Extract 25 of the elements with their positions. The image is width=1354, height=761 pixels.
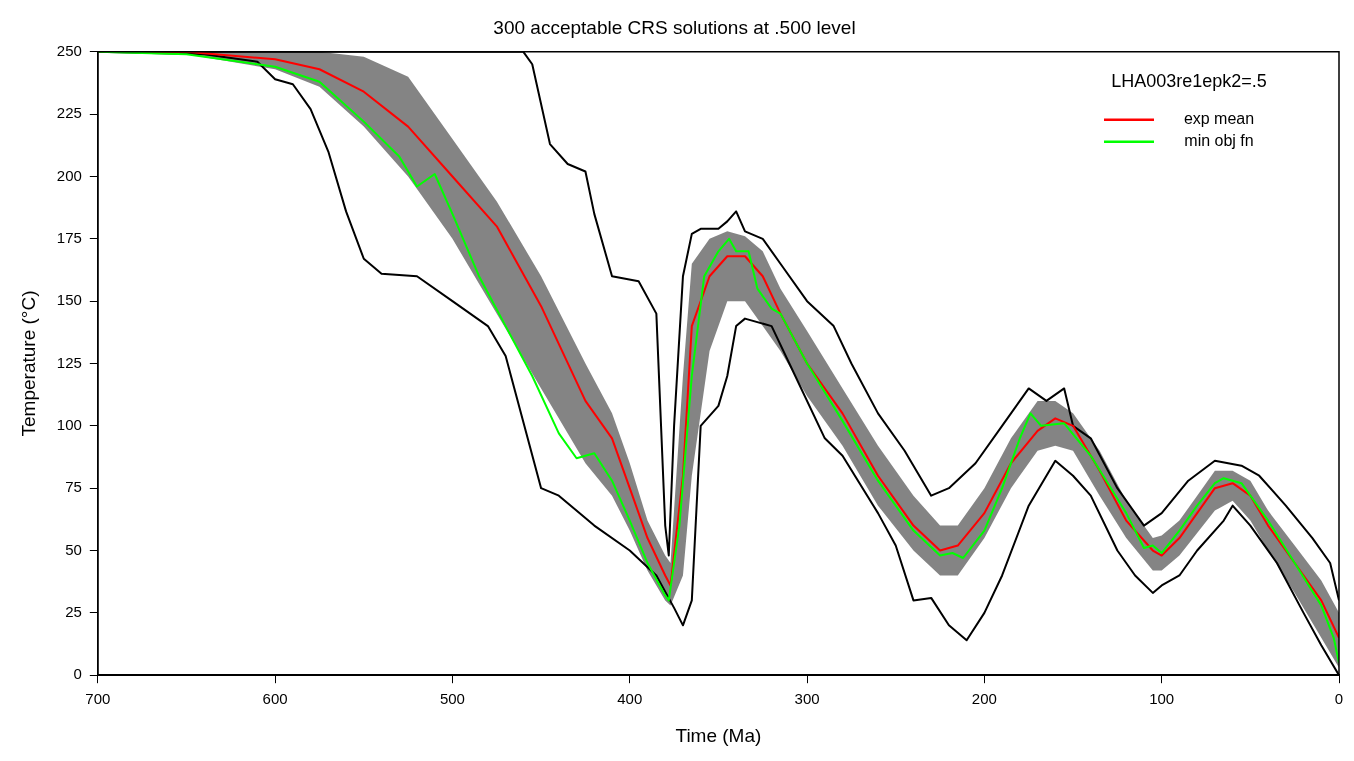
- y-axis-title: Temperature (°C): [17, 290, 39, 437]
- x-tick-label: 500: [439, 690, 465, 708]
- x-tick-label: 600: [262, 690, 288, 708]
- x-tick-label: 700: [85, 690, 111, 708]
- legend-title: LHA003re1epk2=.5: [1111, 70, 1267, 91]
- y-tick-label: 100: [56, 415, 82, 433]
- x-axis-title: Time (Ma): [675, 724, 762, 746]
- x-tick-label: 200: [971, 690, 997, 708]
- y-tick-label: 25: [65, 603, 82, 620]
- x-tick-label: 0: [1334, 690, 1344, 708]
- legend-label: exp mean: [1183, 110, 1255, 128]
- y-tick-label: 0: [73, 665, 82, 683]
- x-tick-label: 100: [1149, 690, 1175, 708]
- y-tick-label: 200: [56, 166, 82, 184]
- y-tick-label: 75: [65, 478, 82, 496]
- y-tick-label: 150: [56, 291, 82, 309]
- x-tick-label: 300: [794, 690, 820, 708]
- y-tick-label: 50: [65, 540, 82, 558]
- y-tick-label: 250: [56, 41, 82, 59]
- y-tick-label: 125: [56, 353, 82, 371]
- chart-title: 300 acceptable CRS solutions at .500 level: [493, 16, 856, 38]
- y-tick-label: 175: [56, 228, 82, 246]
- y-tick-label: 225: [56, 104, 82, 122]
- legend-label: min obj fn: [1184, 132, 1254, 150]
- x-tick-label: 400: [617, 690, 643, 708]
